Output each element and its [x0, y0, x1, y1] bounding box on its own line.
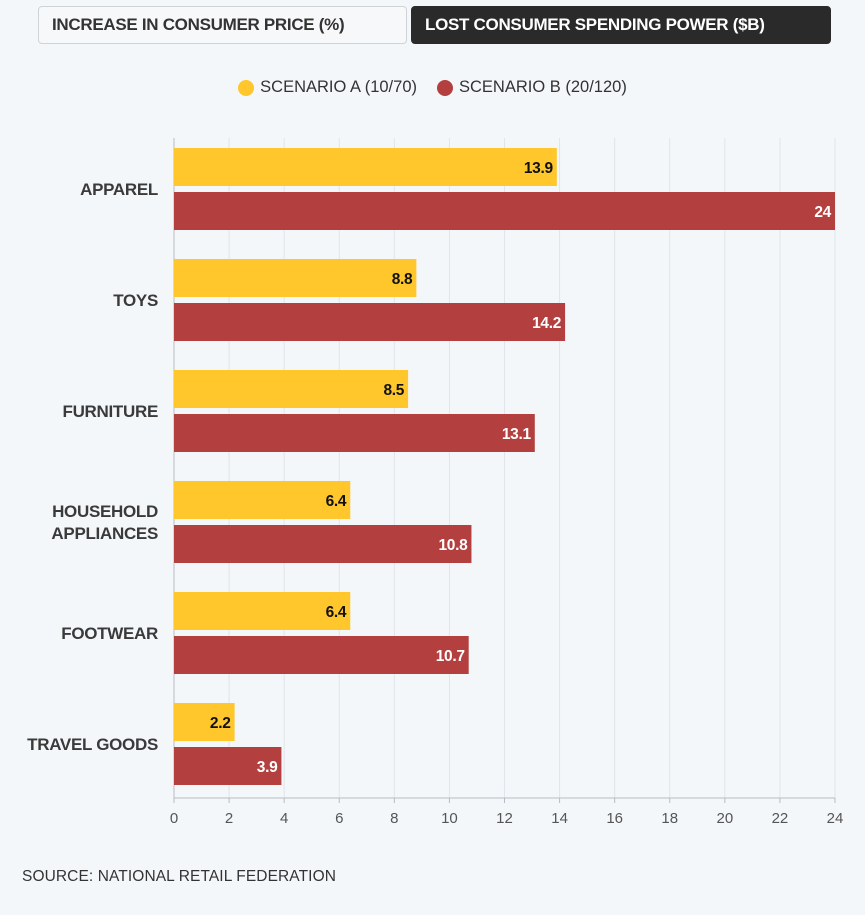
bar-footwear-scenario-b [174, 636, 469, 674]
data-label: 6.4 [326, 604, 347, 621]
category-label-furniture: FURNITURE [62, 402, 158, 421]
data-label: 10.7 [436, 648, 465, 665]
bar-toys-scenario-a [174, 259, 417, 297]
x-tick-label: 4 [280, 810, 288, 827]
bar-travel-goods-scenario-b [174, 747, 282, 785]
legend-swatch-scenario-a [238, 79, 255, 96]
bar-travel-goods-scenario-a [174, 703, 235, 741]
legend-label-scenario-a: SCENARIO A (10/70) [260, 78, 417, 96]
bar-apparel-scenario-b [174, 192, 835, 230]
data-label: 2.2 [210, 715, 231, 732]
x-tick-label: 2 [225, 810, 233, 827]
x-tick-label: 16 [606, 810, 623, 827]
x-tick-label: 22 [772, 810, 789, 827]
bar-furniture-scenario-b [174, 414, 535, 452]
data-label: 13.1 [502, 426, 532, 443]
bar-toys-scenario-b [174, 303, 566, 341]
data-label: 3.9 [257, 759, 278, 776]
bar-chart: 0 2 4 6 8 10 12 14 16 18 20 22 24APPAREL13.924TOYS8.… [27, 138, 844, 827]
data-label: 6.4 [326, 493, 347, 510]
bar-household-appliances-scenario-b [174, 525, 472, 563]
x-tick-label: 18 [661, 810, 678, 827]
x-tick-label: 10 [441, 810, 458, 827]
bar-apparel-scenario-a [174, 148, 557, 186]
x-tick-label: 0 [170, 810, 178, 827]
data-label: 13.9 [524, 160, 554, 177]
chart-legend: SCENARIO A (10/70) SCENARIO B (20/120) [0, 78, 865, 97]
legend-item-scenario-a[interactable]: SCENARIO A (10/70) [238, 78, 417, 97]
metric-tabs: INCREASE IN CONSUMER PRICE (%) LOST CONS… [38, 6, 831, 44]
category-label-travel-goods: TRAVEL GOODS [27, 735, 158, 754]
data-label: 10.8 [438, 537, 468, 554]
category-label-toys: TOYS [113, 291, 158, 310]
bar-footwear-scenario-a [174, 592, 351, 630]
x-tick-label: 20 [716, 810, 733, 827]
data-label: 8.5 [383, 382, 404, 399]
legend-item-scenario-b[interactable]: SCENARIO B (20/120) [437, 78, 627, 97]
tab-lost-consumer-spending-power[interactable]: LOST CONSUMER SPENDING POWER ($B) [411, 6, 831, 44]
legend-label-scenario-b: SCENARIO B (20/120) [459, 78, 627, 96]
x-tick-label: 12 [496, 810, 513, 827]
legend-swatch-scenario-b [437, 79, 453, 96]
data-label: 14.2 [532, 315, 561, 332]
data-label: 24 [814, 204, 831, 221]
x-tick-label: 24 [827, 810, 844, 827]
source-note: SOURCE: NATIONAL RETAIL FEDERATION [22, 868, 337, 885]
category-label-footwear: FOOTWEAR [61, 624, 158, 643]
x-tick-label: 6 [335, 810, 343, 827]
tab-increase-in-consumer-price[interactable]: INCREASE IN CONSUMER PRICE (%) [38, 6, 407, 44]
bar-furniture-scenario-a [174, 370, 409, 408]
category-label-household-appliances: HOUSEHOLD APPLIANCES [51, 502, 158, 543]
data-label: 8.8 [392, 271, 413, 288]
category-label-apparel: APPAREL [80, 180, 158, 199]
bar-household-appliances-scenario-a [174, 481, 351, 519]
x-tick-label: 14 [551, 810, 568, 827]
x-tick-label: 8 [390, 810, 398, 827]
